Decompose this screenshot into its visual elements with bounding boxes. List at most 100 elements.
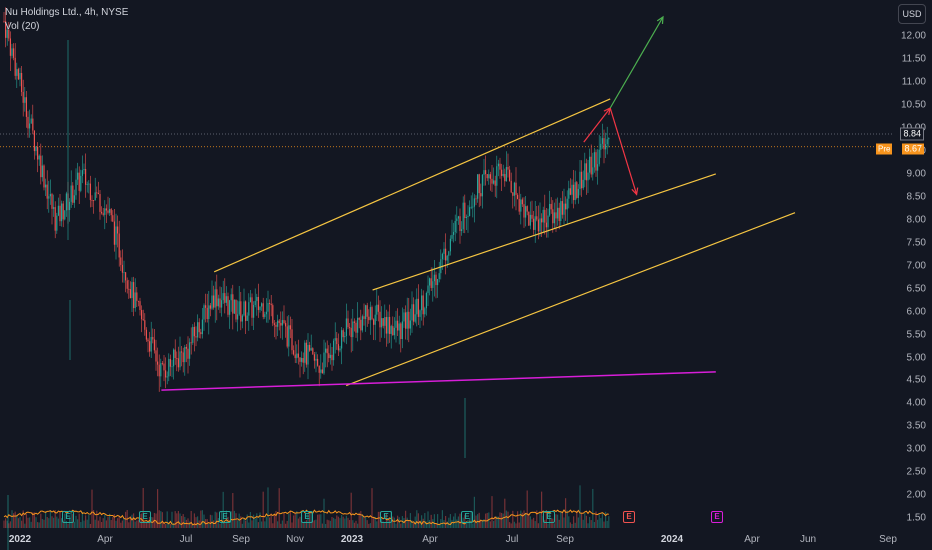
volume-bar [497,516,499,528]
volume-bar [437,514,439,528]
volume-bar [483,519,485,528]
channel-middle-line[interactable] [372,173,716,291]
volume-bar [75,515,77,528]
volume-bar [360,511,362,528]
volume-bar [601,512,603,528]
candle [85,153,87,198]
volume-bar [446,521,448,528]
volume-bar [115,520,117,528]
volume-bar [515,523,517,528]
volume-bar [435,523,437,528]
volume-bar [117,518,119,528]
volume-bar [368,523,370,528]
volume-bar [561,511,563,528]
candle [536,205,538,222]
volume-bar [128,522,130,528]
support-line[interactable] [161,371,716,391]
earnings-marker[interactable]: E [219,511,231,523]
candle [168,353,170,382]
volume-bar [101,521,103,528]
candle [269,299,271,320]
earnings-marker[interactable]: E [461,511,473,523]
volume-bar [504,498,506,528]
candle [253,301,255,331]
volume-bar [539,512,541,528]
candle [333,338,335,366]
earnings-marker[interactable]: E [543,511,555,523]
candle [237,300,239,332]
channel-lower-line[interactable] [345,212,796,387]
volume-bar [136,520,138,528]
volume-bar [5,518,7,528]
earnings-marker[interactable]: E [301,511,313,523]
volume-bar [264,521,266,528]
volume-bar [32,512,34,528]
price-tick-label: 1.50 [906,512,926,524]
volume-bar [528,513,530,528]
candle [77,162,79,185]
candle [325,342,327,368]
candle [302,352,304,375]
candle [358,317,360,329]
volume-bar [457,516,459,528]
volume-bar [54,510,56,528]
candle [593,147,595,173]
volume-bar [377,511,379,528]
volume-bar [387,518,389,528]
earnings-marker[interactable]: E [62,511,74,523]
candle [147,337,149,353]
price-tick-label: 9.00 [906,168,926,180]
candle [173,348,175,380]
candle [470,195,472,210]
volume-bar [430,514,432,528]
candle [81,155,83,184]
earnings-marker[interactable]: E [380,511,392,523]
volume-bar [158,510,160,528]
candle [161,361,163,366]
volume-bar [345,515,347,528]
candle [155,339,157,371]
candle [139,297,141,316]
volume-bar [22,510,24,528]
volume-indicator-label[interactable]: Vol (20) [5,21,40,32]
channel-upper-line[interactable] [213,98,611,273]
candle [533,211,535,235]
candle [136,287,138,308]
volume-bar [73,521,75,528]
candle [257,283,259,318]
volume-bar [213,520,215,528]
candle [64,210,66,221]
volume-bar [563,517,565,528]
rise-arrow[interactable] [583,106,612,143]
candle [376,289,378,321]
candle [256,293,258,316]
candle [157,347,159,377]
candle [377,295,379,322]
candle [184,344,186,376]
projection-up-arrow[interactable] [609,15,664,109]
earnings-marker[interactable]: E [139,511,151,523]
candle [600,136,602,158]
projection-down-arrow[interactable] [609,107,639,196]
volume-bar [123,518,125,528]
earnings-marker[interactable]: E [623,511,635,523]
currency-button[interactable]: USD [898,4,926,24]
upcoming-earnings-marker[interactable]: E [711,511,723,523]
candle [227,292,229,318]
volume-bar [459,513,461,528]
candle [509,165,511,182]
candle [5,7,7,48]
volume-bar [432,519,434,528]
volume-bar [337,516,339,528]
candle [344,331,346,343]
candle [171,359,173,378]
volume-bar [219,523,221,528]
candle [462,196,464,234]
volume-bar [48,518,50,528]
volume-bar [118,515,120,528]
volume-bar [104,514,106,528]
candle [478,173,480,208]
candle [317,354,319,367]
volume-bar [525,512,527,528]
